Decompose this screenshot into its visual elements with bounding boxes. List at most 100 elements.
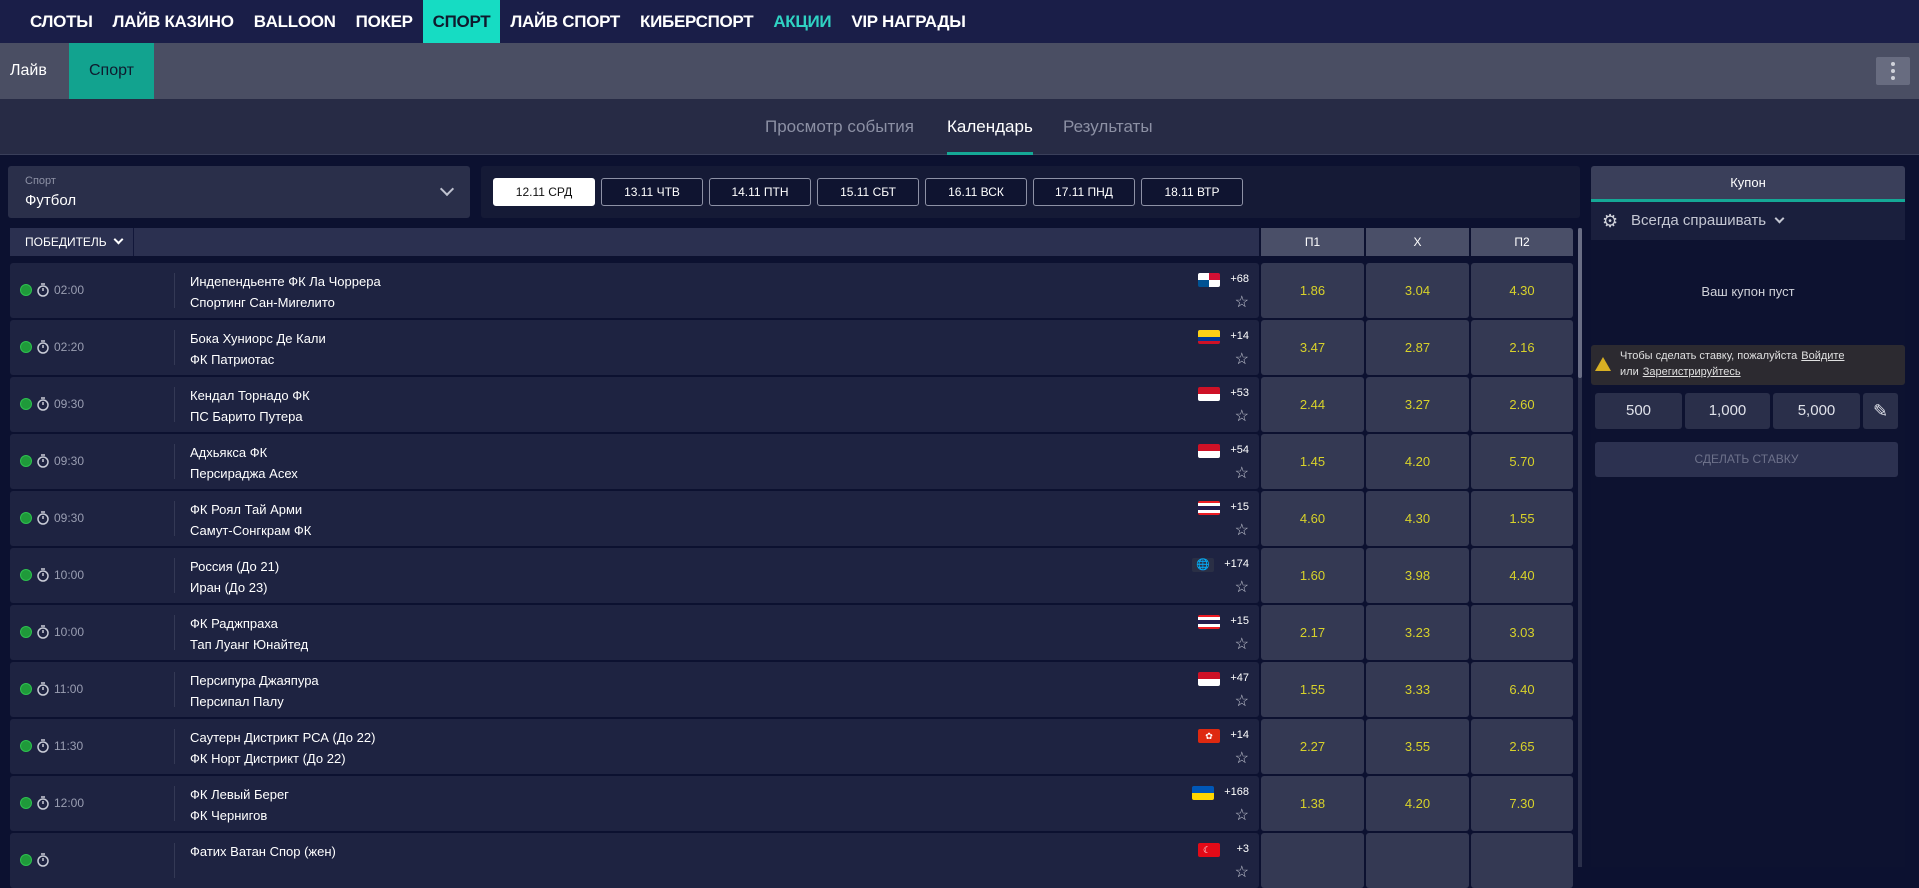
odds-button[interactable]: 5.70 xyxy=(1471,434,1573,489)
event-row[interactable]: 10:00 ФК Раджпраха Тап Луанг Юнайтед +15… xyxy=(10,605,1259,660)
stake-button-500[interactable]: 500 xyxy=(1595,393,1682,429)
sub-tab-live[interactable]: Лайв xyxy=(10,62,47,79)
event-row[interactable]: 02:00 Индепендьенте ФК Ла Чоррера Спорти… xyxy=(10,263,1259,318)
date-tab-5[interactable]: 17.11 ПНД xyxy=(1033,178,1135,206)
event-row[interactable]: 10:00 Россия (До 21) Иран (До 23) 🌐 +174… xyxy=(10,548,1259,603)
star-icon[interactable]: ☆ xyxy=(1234,807,1249,824)
more-markets-count[interactable]: +168 xyxy=(1224,786,1249,798)
star-icon[interactable]: ☆ xyxy=(1234,294,1249,311)
register-link[interactable]: Зарегистрируйтесь xyxy=(1642,366,1741,378)
date-tab-2[interactable]: 14.11 ПТН xyxy=(709,178,811,206)
star-icon[interactable]: ☆ xyxy=(1234,750,1249,767)
pencil-icon[interactable]: ✎ xyxy=(1863,393,1898,429)
more-markets-count[interactable]: +15 xyxy=(1230,501,1249,513)
odds-button[interactable]: 1.86 xyxy=(1261,263,1364,318)
odds-button[interactable]: 4.30 xyxy=(1366,491,1469,546)
odds-button[interactable]: 4.60 xyxy=(1261,491,1364,546)
star-icon[interactable]: ☆ xyxy=(1234,408,1249,425)
stake-button-1000[interactable]: 1,000 xyxy=(1685,393,1770,429)
event-row[interactable]: 02:20 Бока Хуниорс Де Кали ФК Патриотас … xyxy=(10,320,1259,375)
more-markets-count[interactable]: +68 xyxy=(1230,273,1249,285)
odds-button[interactable]: 2.44 xyxy=(1261,377,1364,432)
odds-button[interactable]: 1.60 xyxy=(1261,548,1364,603)
more-markets-count[interactable]: +15 xyxy=(1230,615,1249,627)
sub-tab-sport[interactable]: Спорт xyxy=(69,43,154,99)
odds-button[interactable]: 3.47 xyxy=(1261,320,1364,375)
date-tab-4[interactable]: 16.11 ВСК xyxy=(925,178,1027,206)
nav-item-2[interactable]: BALLOON xyxy=(253,12,336,31)
odds-button[interactable]: 4.30 xyxy=(1471,263,1573,318)
date-tab-3[interactable]: 15.11 СБТ xyxy=(817,178,919,206)
event-row[interactable]: 11:00 Персипура Джаяпура Персипал Палу +… xyxy=(10,662,1259,717)
odds-button[interactable]: 2.60 xyxy=(1471,377,1573,432)
more-markets-count[interactable]: +54 xyxy=(1230,444,1249,456)
odds-button[interactable]: 3.04 xyxy=(1366,263,1469,318)
place-bet-button[interactable]: СДЕЛАТЬ СТАВКУ xyxy=(1595,442,1898,477)
odds-button[interactable]: 1.38 xyxy=(1261,776,1364,831)
odds-button[interactable]: 3.27 xyxy=(1366,377,1469,432)
odds-button[interactable] xyxy=(1261,833,1364,888)
odds-button[interactable]: 4.20 xyxy=(1366,434,1469,489)
date-tab-1[interactable]: 13.11 ЧТВ xyxy=(601,178,703,206)
stake-button-5000[interactable]: 5,000 xyxy=(1773,393,1860,429)
odds-button[interactable]: 3.33 xyxy=(1366,662,1469,717)
nav-item-4[interactable]: СПОРТ xyxy=(422,0,501,43)
odds-button[interactable]: 3.55 xyxy=(1366,719,1469,774)
event-row[interactable]: 12:00 ФК Левый Берег ФК Чернигов +168 ☆ xyxy=(10,776,1259,831)
star-icon[interactable]: ☆ xyxy=(1234,465,1249,482)
nav-item-5[interactable]: ЛАЙВ СПОРТ xyxy=(510,12,621,31)
nav-item-1[interactable]: ЛАЙВ КАЗИНО xyxy=(112,12,234,31)
odds-button[interactable]: 3.98 xyxy=(1366,548,1469,603)
nav-item-8[interactable]: VIP НАГРАДЫ xyxy=(851,12,966,31)
odds-button[interactable]: 1.55 xyxy=(1261,662,1364,717)
tab-calendar[interactable]: Календарь xyxy=(947,99,1033,155)
odds-button[interactable] xyxy=(1471,833,1573,888)
odds-button[interactable]: 7.30 xyxy=(1471,776,1573,831)
coupon-tab[interactable]: Купон xyxy=(1591,166,1905,202)
more-markets-count[interactable]: +174 xyxy=(1224,558,1249,570)
odds-button[interactable]: 1.55 xyxy=(1471,491,1573,546)
event-row[interactable]: 09:30 Кендал Торнадо ФК ПС Барито Путера… xyxy=(10,377,1259,432)
odds-button[interactable]: 4.20 xyxy=(1366,776,1469,831)
nav-item-6[interactable]: КИБЕРСПОРТ xyxy=(640,12,754,31)
event-row[interactable]: 09:30 Адхьякса ФК Персираджа Асех +54 ☆ xyxy=(10,434,1259,489)
more-markets-count[interactable]: +53 xyxy=(1230,387,1249,399)
star-icon[interactable]: ☆ xyxy=(1234,522,1249,539)
more-markets-count[interactable]: +47 xyxy=(1230,672,1249,684)
star-icon[interactable]: ☆ xyxy=(1234,693,1249,710)
more-markets-count[interactable]: +14 xyxy=(1230,729,1249,741)
odds-button[interactable]: 6.40 xyxy=(1471,662,1573,717)
star-icon[interactable]: ☆ xyxy=(1234,351,1249,368)
odds-button[interactable]: 1.45 xyxy=(1261,434,1364,489)
scrollbar[interactable] xyxy=(1578,228,1582,867)
odds-button[interactable]: 2.17 xyxy=(1261,605,1364,660)
event-row[interactable]: 09:30 ФК Роял Тай Арми Самут-Сонгкрам ФК… xyxy=(10,491,1259,546)
more-markets-count[interactable]: +3 xyxy=(1236,843,1249,855)
tab-results[interactable]: Результаты xyxy=(1063,117,1153,136)
odds-button[interactable]: 2.16 xyxy=(1471,320,1573,375)
sport-select[interactable]: Спорт Футбол xyxy=(8,166,470,218)
nav-item-7[interactable]: АКЦИИ xyxy=(773,12,832,31)
odds-button[interactable]: 2.65 xyxy=(1471,719,1573,774)
login-link[interactable]: Войдите xyxy=(1801,350,1845,362)
nav-item-0[interactable]: СЛОТЫ xyxy=(30,12,93,31)
star-icon[interactable]: ☆ xyxy=(1234,579,1249,596)
event-row[interactable]: Фатих Ватан Спор (жен) ☾ +3 ☆ xyxy=(10,833,1259,888)
coupon-mode-select[interactable]: ⚙ Всегда спрашивать xyxy=(1591,202,1905,240)
star-icon[interactable]: ☆ xyxy=(1234,636,1249,653)
odds-button[interactable]: 2.87 xyxy=(1366,320,1469,375)
odds-button[interactable] xyxy=(1366,833,1469,888)
date-tab-6[interactable]: 18.11 ВТР xyxy=(1141,178,1243,206)
odds-button[interactable]: 4.40 xyxy=(1471,548,1573,603)
odds-button[interactable]: 3.03 xyxy=(1471,605,1573,660)
odds-button[interactable]: 2.27 xyxy=(1261,719,1364,774)
nav-item-3[interactable]: ПОКЕР xyxy=(355,12,413,31)
market-select[interactable]: ПОБЕДИТЕЛЬ xyxy=(10,228,134,256)
kebab-icon[interactable] xyxy=(1876,57,1910,85)
date-tab-0[interactable]: 12.11 СРД xyxy=(493,178,595,206)
more-markets-count[interactable]: +14 xyxy=(1230,330,1249,342)
event-row[interactable]: 11:30 Саутерн Дистрикт РСА (До 22) ФК Но… xyxy=(10,719,1259,774)
tab-event-view[interactable]: Просмотр события xyxy=(765,117,914,136)
odds-button[interactable]: 3.23 xyxy=(1366,605,1469,660)
star-icon[interactable]: ☆ xyxy=(1234,864,1249,881)
